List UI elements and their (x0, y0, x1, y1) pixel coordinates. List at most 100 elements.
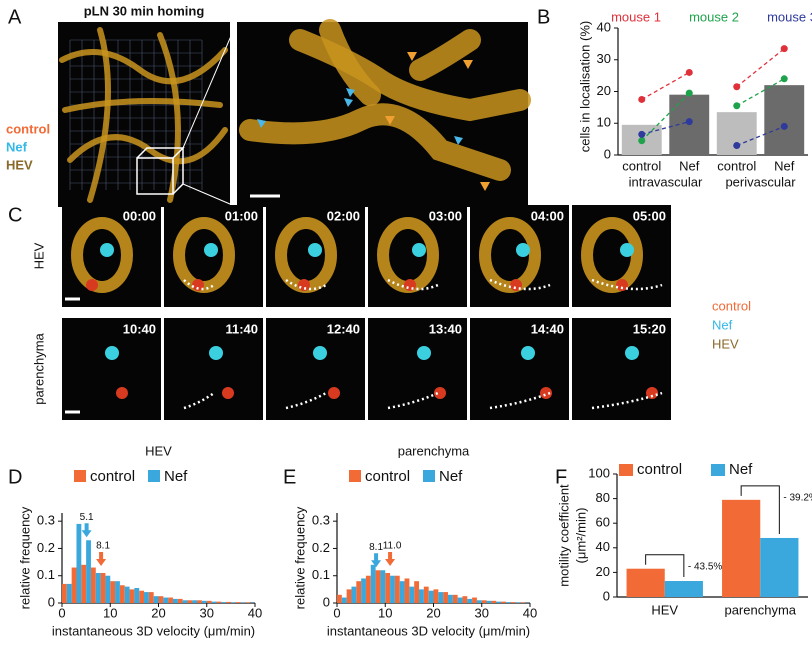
bar (90, 567, 96, 603)
bar (230, 602, 236, 603)
legend-label: control (90, 468, 135, 485)
y-tick-label: 30 (597, 51, 611, 66)
bar (423, 586, 429, 603)
hev-vessel (71, 217, 133, 293)
series-line (736, 48, 785, 88)
micrograph (572, 318, 671, 420)
panel-label: C (8, 204, 22, 226)
track (591, 391, 663, 410)
bar (515, 602, 521, 603)
micrograph (62, 318, 161, 420)
bar (370, 564, 376, 603)
arrowhead (257, 119, 266, 128)
bar (346, 589, 352, 603)
vessel (87, 27, 111, 203)
bar (664, 581, 703, 597)
bar (177, 598, 183, 603)
legend-swatch (148, 470, 160, 482)
arrowhead (454, 136, 463, 145)
chart-title: parenchyma (398, 443, 470, 458)
nef-cell (412, 243, 426, 257)
bar (409, 586, 415, 603)
nef-cell (625, 346, 639, 360)
bar (433, 589, 439, 603)
timestamp: 01:00 (225, 208, 258, 223)
series-line (641, 121, 690, 135)
bar (100, 573, 106, 603)
bar (760, 537, 799, 597)
x-tick-label: HEV (651, 602, 678, 617)
bar (337, 594, 342, 603)
marker-arrow (81, 523, 92, 538)
bar (764, 85, 805, 155)
legend-swatch (74, 470, 86, 482)
timestamp: 12:40 (327, 321, 360, 336)
legend-label: control (637, 461, 682, 478)
row-label: parenchyma (31, 332, 46, 404)
y-tick-label: 0 (48, 594, 55, 609)
bar (491, 600, 497, 603)
track (285, 391, 327, 410)
bar (226, 601, 231, 603)
control-cell (86, 279, 98, 291)
legend-label: control (712, 298, 751, 313)
point (733, 102, 741, 110)
x-tick-label: control (717, 158, 756, 173)
bar (62, 583, 67, 603)
bar (438, 592, 444, 603)
group-label: intravascular (629, 174, 703, 189)
bar (105, 575, 111, 603)
y-axis-label: relative frequency (17, 506, 32, 609)
legend-label: Nef (729, 461, 753, 478)
bar (206, 600, 212, 603)
control-cell (222, 387, 234, 399)
bar (404, 578, 410, 603)
annotation: - 43.5% (688, 561, 723, 572)
bar (110, 581, 116, 603)
legend-label: control (6, 121, 50, 136)
panel-label: F (555, 466, 567, 488)
bar (390, 575, 395, 603)
arrowhead (407, 52, 417, 61)
point (780, 45, 788, 53)
bar (134, 588, 140, 603)
arrowhead (385, 116, 395, 125)
image-title: pLN 30 min homing (84, 3, 205, 18)
vessel (67, 127, 228, 165)
point (780, 75, 788, 83)
bracket (740, 485, 780, 534)
point (638, 130, 646, 138)
y-axis-label: relative frequency (292, 506, 307, 609)
bar (211, 601, 217, 603)
legend-swatch (423, 470, 435, 482)
series-line (641, 71, 690, 101)
micrograph (470, 318, 569, 420)
bar (722, 499, 761, 597)
chart-title: HEV (145, 443, 172, 458)
nef-cell (620, 243, 634, 257)
bar (158, 596, 164, 603)
bar (76, 523, 82, 603)
nef-cell (105, 346, 119, 360)
marker-label: 11.0 (383, 541, 402, 552)
bar (467, 598, 473, 603)
y-tick-label: 20 (597, 83, 611, 98)
vessel (59, 47, 228, 85)
legend-label: Nef (439, 468, 463, 485)
x-tick-label: 20 (426, 605, 440, 620)
control-cell (192, 279, 204, 291)
zoom-line (182, 183, 238, 208)
marker-label: 5.1 (80, 512, 94, 523)
bar (481, 600, 487, 603)
bar (245, 602, 251, 603)
bar (443, 592, 448, 603)
bar (129, 589, 135, 603)
timestamp: 05:00 (633, 208, 666, 223)
series-line (641, 92, 690, 142)
bar (472, 597, 477, 603)
micrograph (368, 318, 467, 420)
row-label: HEV (31, 242, 46, 269)
legend-label: Nef (164, 468, 188, 485)
bar (361, 578, 366, 603)
x-axis-label: instantaneous 3D velocity (μm/min) (52, 623, 255, 638)
